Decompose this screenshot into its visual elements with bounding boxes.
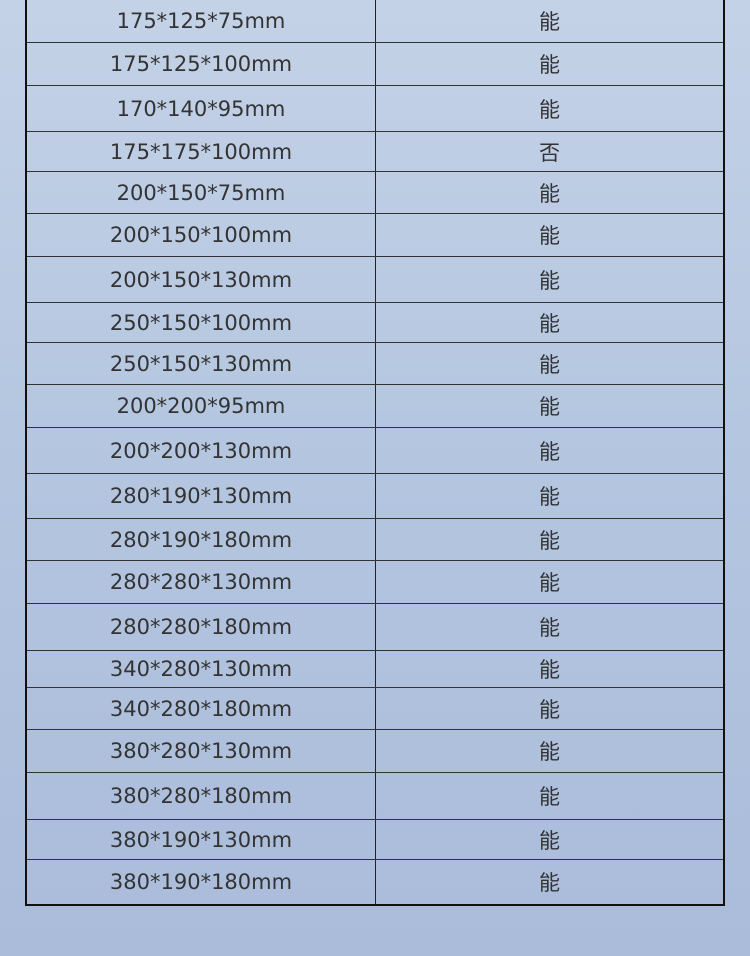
support-cell: 能	[539, 785, 560, 809]
support-cell: 能	[539, 311, 560, 336]
support-cell: 能	[539, 268, 560, 293]
size-cell: 340*280*180mm	[27, 688, 376, 729]
size-cell: 340*280*130mm	[27, 651, 376, 687]
size-cell: 200*200*95mm	[27, 385, 376, 427]
table-row: 340*280*130mm 能	[27, 650, 723, 687]
support-cell: 能	[539, 528, 560, 553]
table-row: 380*190*180mm 能	[27, 859, 723, 904]
table-row: 380*280*130mm 能	[27, 729, 723, 772]
size-cell: 280*190*180mm	[27, 519, 376, 560]
table-row: 380*280*180mm 能	[27, 772, 723, 819]
table-row: 200*200*95mm 能	[27, 384, 723, 427]
support-cell: 能	[539, 10, 560, 34]
size-table: 175*125*75mm 能 175*125*100mm 能 170*140*95mm 能…	[25, 0, 725, 906]
table-row: 280*190*180mm 能	[27, 518, 723, 560]
size-cell: 380*190*180mm	[27, 860, 376, 904]
table-row: 170*140*95mm 能	[27, 85, 723, 131]
table-row: 340*280*180mm 能	[27, 687, 723, 729]
support-cell: 能	[539, 697, 560, 722]
size-cell: 175*175*100mm	[27, 132, 376, 171]
table-row: 250*150*100mm 能	[27, 302, 723, 342]
support-cell: 能	[539, 740, 560, 764]
table-row: 175*125*75mm 能	[27, 0, 723, 42]
support-cell: 能	[539, 571, 560, 595]
size-cell: 200*150*100mm	[27, 214, 376, 256]
support-cell: 能	[539, 658, 560, 682]
size-cell: 250*150*130mm	[27, 343, 376, 384]
support-cell: 能	[539, 395, 560, 419]
size-cell: 175*125*100mm	[27, 43, 376, 85]
table-row: 280*280*130mm 能	[27, 560, 723, 603]
support-cell: 能	[539, 439, 560, 464]
size-cell: 380*280*130mm	[27, 730, 376, 772]
table-row: 200*150*100mm 能	[27, 213, 723, 256]
size-cell: 380*190*130mm	[27, 820, 376, 859]
size-cell: 175*125*75mm	[27, 0, 376, 42]
table-row: 200*200*130mm 能	[27, 427, 723, 473]
table-row: 280*280*180mm 能	[27, 603, 723, 650]
size-cell: 280*190*130mm	[27, 474, 376, 518]
support-cell: 能	[539, 181, 560, 206]
support-cell: 能	[539, 224, 560, 248]
support-cell: 能	[539, 352, 560, 377]
support-cell: 能	[539, 53, 560, 77]
support-cell: 否	[539, 140, 560, 165]
support-cell: 能	[539, 616, 560, 640]
size-cell: 200*150*75mm	[27, 172, 376, 213]
table-row: 250*150*130mm 能	[27, 342, 723, 384]
table-row: 200*150*130mm 能	[27, 256, 723, 302]
size-cell: 250*150*100mm	[27, 303, 376, 342]
table-row: 200*150*75mm 能	[27, 171, 723, 213]
size-cell: 380*280*180mm	[27, 773, 376, 819]
size-cell: 200*200*130mm	[27, 428, 376, 473]
table-row: 280*190*130mm 能	[27, 473, 723, 518]
table-row: 175*175*100mm 否	[27, 131, 723, 171]
size-cell: 200*150*130mm	[27, 257, 376, 302]
size-cell: 280*280*130mm	[27, 561, 376, 603]
support-cell: 能	[539, 97, 560, 122]
size-cell: 280*280*180mm	[27, 604, 376, 650]
table-row: 175*125*100mm 能	[27, 42, 723, 85]
support-cell: 能	[539, 485, 560, 509]
support-cell: 能	[539, 828, 560, 853]
support-cell: 能	[539, 871, 560, 895]
size-cell: 170*140*95mm	[27, 86, 376, 131]
table-row: 380*190*130mm 能	[27, 819, 723, 859]
